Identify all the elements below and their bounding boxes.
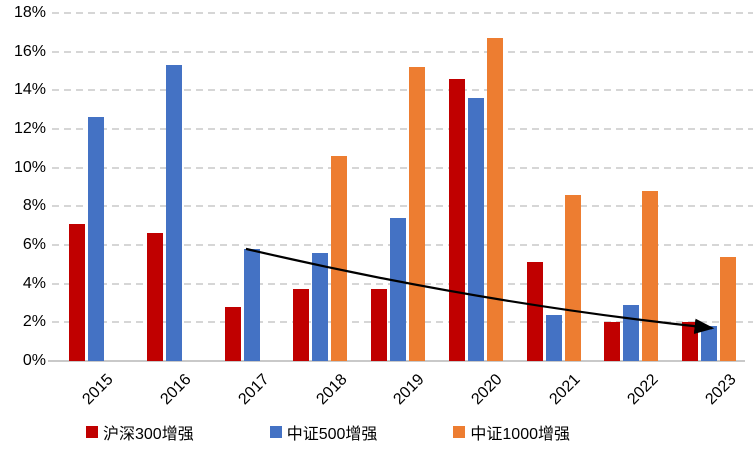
- gridline: [52, 89, 753, 92]
- y-tick-label: 2%: [22, 313, 46, 331]
- bar-2018-series1: [312, 252, 329, 361]
- bar-2022-series1: [623, 304, 640, 361]
- bar-2021-series0: [526, 262, 543, 361]
- y-tick-label: 0%: [22, 352, 46, 369]
- x-axis-line: [48, 360, 745, 362]
- y-tick-label: 18%: [13, 4, 46, 21]
- gridline: [52, 12, 753, 14]
- bar-2019-series2: [409, 67, 425, 361]
- y-tick-label: 14%: [13, 81, 46, 99]
- x-tick-label: 2020: [468, 371, 506, 409]
- legend-label: 沪深300增强: [103, 426, 194, 443]
- bar-2016-series1: [166, 65, 183, 361]
- bar-2023-series2: [720, 256, 737, 361]
- y-tick-label: 8%: [22, 197, 46, 215]
- x-tick-label: 2019: [390, 371, 429, 409]
- x-tick-label: 2018: [313, 371, 351, 409]
- legend-item-series1: 中证500增强: [269, 420, 378, 444]
- bar-2021-series2: [564, 194, 581, 361]
- legend-swatch-icon: [269, 426, 282, 438]
- bar-2020-series2: [486, 38, 503, 361]
- bar-2015-series0: [69, 223, 86, 361]
- bar-2023-series1: [701, 326, 718, 361]
- bar-2017-series1: [243, 248, 260, 361]
- y-tick-label: 4%: [22, 274, 46, 292]
- legend-swatch-icon: [86, 426, 98, 438]
- legend-swatch-icon: [453, 426, 466, 438]
- y-tick-label: 10%: [13, 158, 46, 176]
- gridline: [52, 50, 753, 53]
- y-tick-label: 12%: [13, 120, 46, 137]
- x-tick-label: 2021: [546, 371, 584, 409]
- bar-2021-series1: [545, 314, 562, 361]
- legend-label: 中证1000增强: [470, 426, 571, 443]
- bar-2018-series2: [331, 156, 348, 361]
- bar-2023-series0: [682, 322, 699, 361]
- legend: 沪深300增强 中证500增强 中证1000增强: [86, 420, 570, 444]
- y-tick-label: 6%: [22, 236, 46, 253]
- legend-item-series0: 沪深300增强: [86, 420, 194, 444]
- x-tick-label: 2017: [235, 371, 273, 409]
- gridline: [52, 205, 753, 208]
- y-tick-label: 16%: [13, 42, 46, 60]
- bar-2019-series1: [390, 217, 406, 361]
- bar-2018-series0: [293, 289, 310, 361]
- gridline: [52, 128, 753, 130]
- x-tick-label: 2015: [79, 371, 117, 409]
- bar-2019-series0: [371, 289, 387, 361]
- bar-2020-series1: [467, 98, 484, 361]
- bar-2016-series0: [147, 233, 164, 361]
- bar-2020-series0: [448, 78, 465, 361]
- x-tick-label: 2016: [157, 371, 195, 409]
- bar-2022-series0: [604, 322, 621, 361]
- x-tick-label: 2022: [624, 371, 662, 409]
- bar-2015-series1: [88, 117, 105, 361]
- bar-2017-series0: [224, 306, 241, 361]
- legend-label: 中证500增强: [286, 426, 378, 443]
- x-tick-label: 2023: [701, 371, 740, 409]
- bar-2022-series2: [642, 190, 659, 361]
- legend-item-series2: 中证1000增强: [453, 420, 570, 444]
- gridline: [52, 166, 753, 169]
